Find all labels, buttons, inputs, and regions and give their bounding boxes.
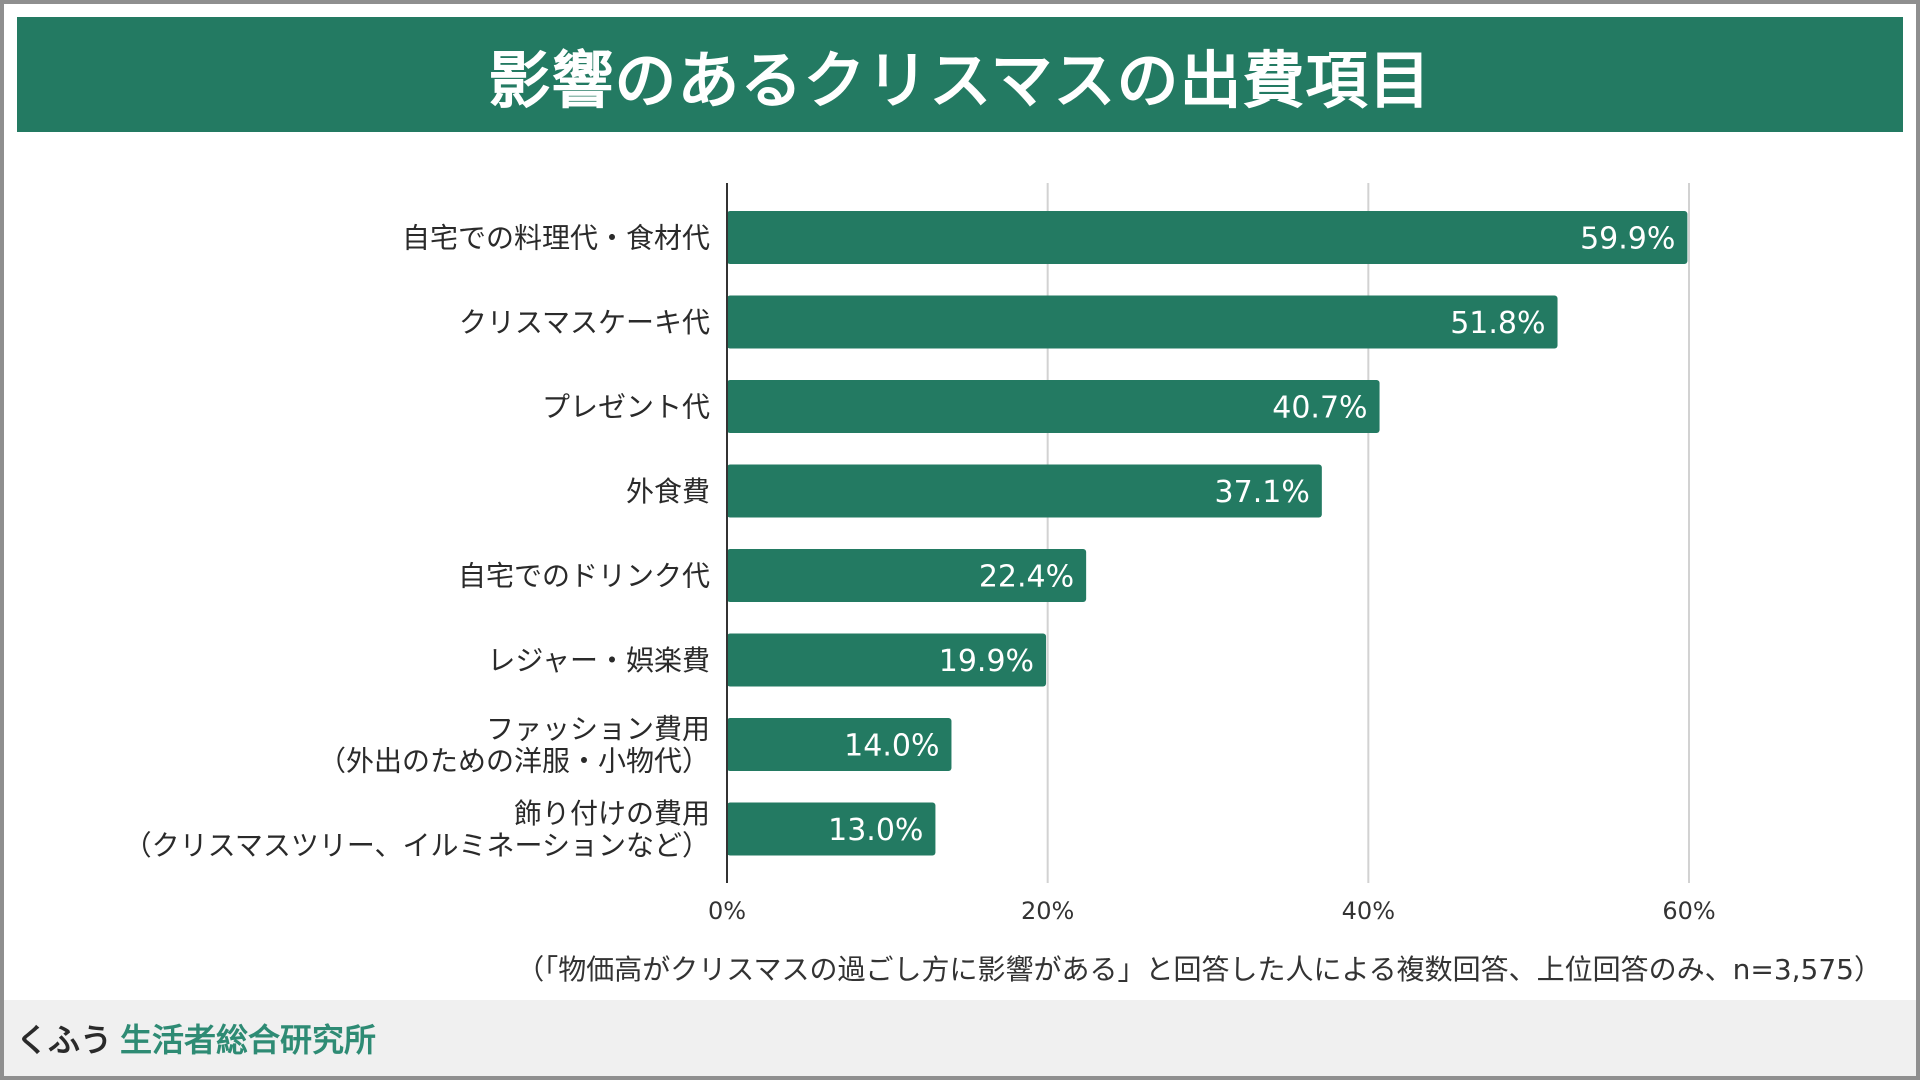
- bar: [727, 549, 1087, 602]
- bar-value-label: 59.9%: [1580, 222, 1675, 257]
- category-label: 飾り付けの費用: [514, 797, 710, 830]
- bar-value-label: 51.8%: [1450, 306, 1545, 341]
- bar: [727, 718, 952, 771]
- x-tick-label: 40%: [1342, 897, 1395, 925]
- footer-brand: くふう: [16, 1021, 113, 1059]
- bar: [727, 380, 1380, 433]
- bar: [727, 211, 1688, 264]
- category-label: レジャー・娯楽費: [487, 644, 710, 677]
- category-label: 自宅での料理代・食材代: [402, 222, 710, 255]
- bar-value-label: 19.9%: [939, 644, 1034, 679]
- category-label: プレゼント代: [542, 391, 710, 424]
- x-tick-label: 20%: [1021, 897, 1074, 925]
- category-label: 外食費: [626, 475, 710, 508]
- title-banner: 影響のあるクリスマスの出費項目: [17, 17, 1903, 132]
- x-tick-label: 60%: [1662, 897, 1715, 925]
- bar-value-label: 14.0%: [844, 729, 939, 764]
- page-title: 影響のあるクリスマスの出費項目: [488, 43, 1432, 117]
- category-sublabel: （外出のための洋服・小物代）: [318, 745, 710, 778]
- footer: くふう 生活者総合研究所: [4, 1000, 1916, 1076]
- category-label: ファッション費用: [486, 713, 710, 746]
- bar: [727, 464, 1322, 518]
- bar-value-label: 22.4%: [979, 560, 1074, 595]
- bar-value-label: 37.1%: [1215, 475, 1310, 510]
- category-label: 自宅でのドリンク代: [458, 560, 710, 593]
- bar-value-label: 13.0%: [828, 813, 923, 848]
- bar: [727, 633, 1047, 687]
- bar: [727, 802, 936, 856]
- bar-value-label: 40.7%: [1272, 391, 1367, 426]
- footer-org: 生活者総合研究所: [120, 1021, 377, 1059]
- bar: [727, 295, 1558, 349]
- x-tick-label: 0%: [708, 897, 746, 925]
- category-sublabel: （クリスマスツリー、イルミネーションなど）: [124, 829, 710, 862]
- survey-note: （「物価高がクリスマスの過ごし方に影響がある」と回答した人による複数回答、上位回…: [516, 953, 1882, 986]
- category-label: クリスマスケーキ代: [459, 306, 710, 339]
- bar-chart: 59.9% 自宅での料理代・食材代 51.8% クリスマスケーキ代 40.7% プレゼント…: [124, 183, 1716, 925]
